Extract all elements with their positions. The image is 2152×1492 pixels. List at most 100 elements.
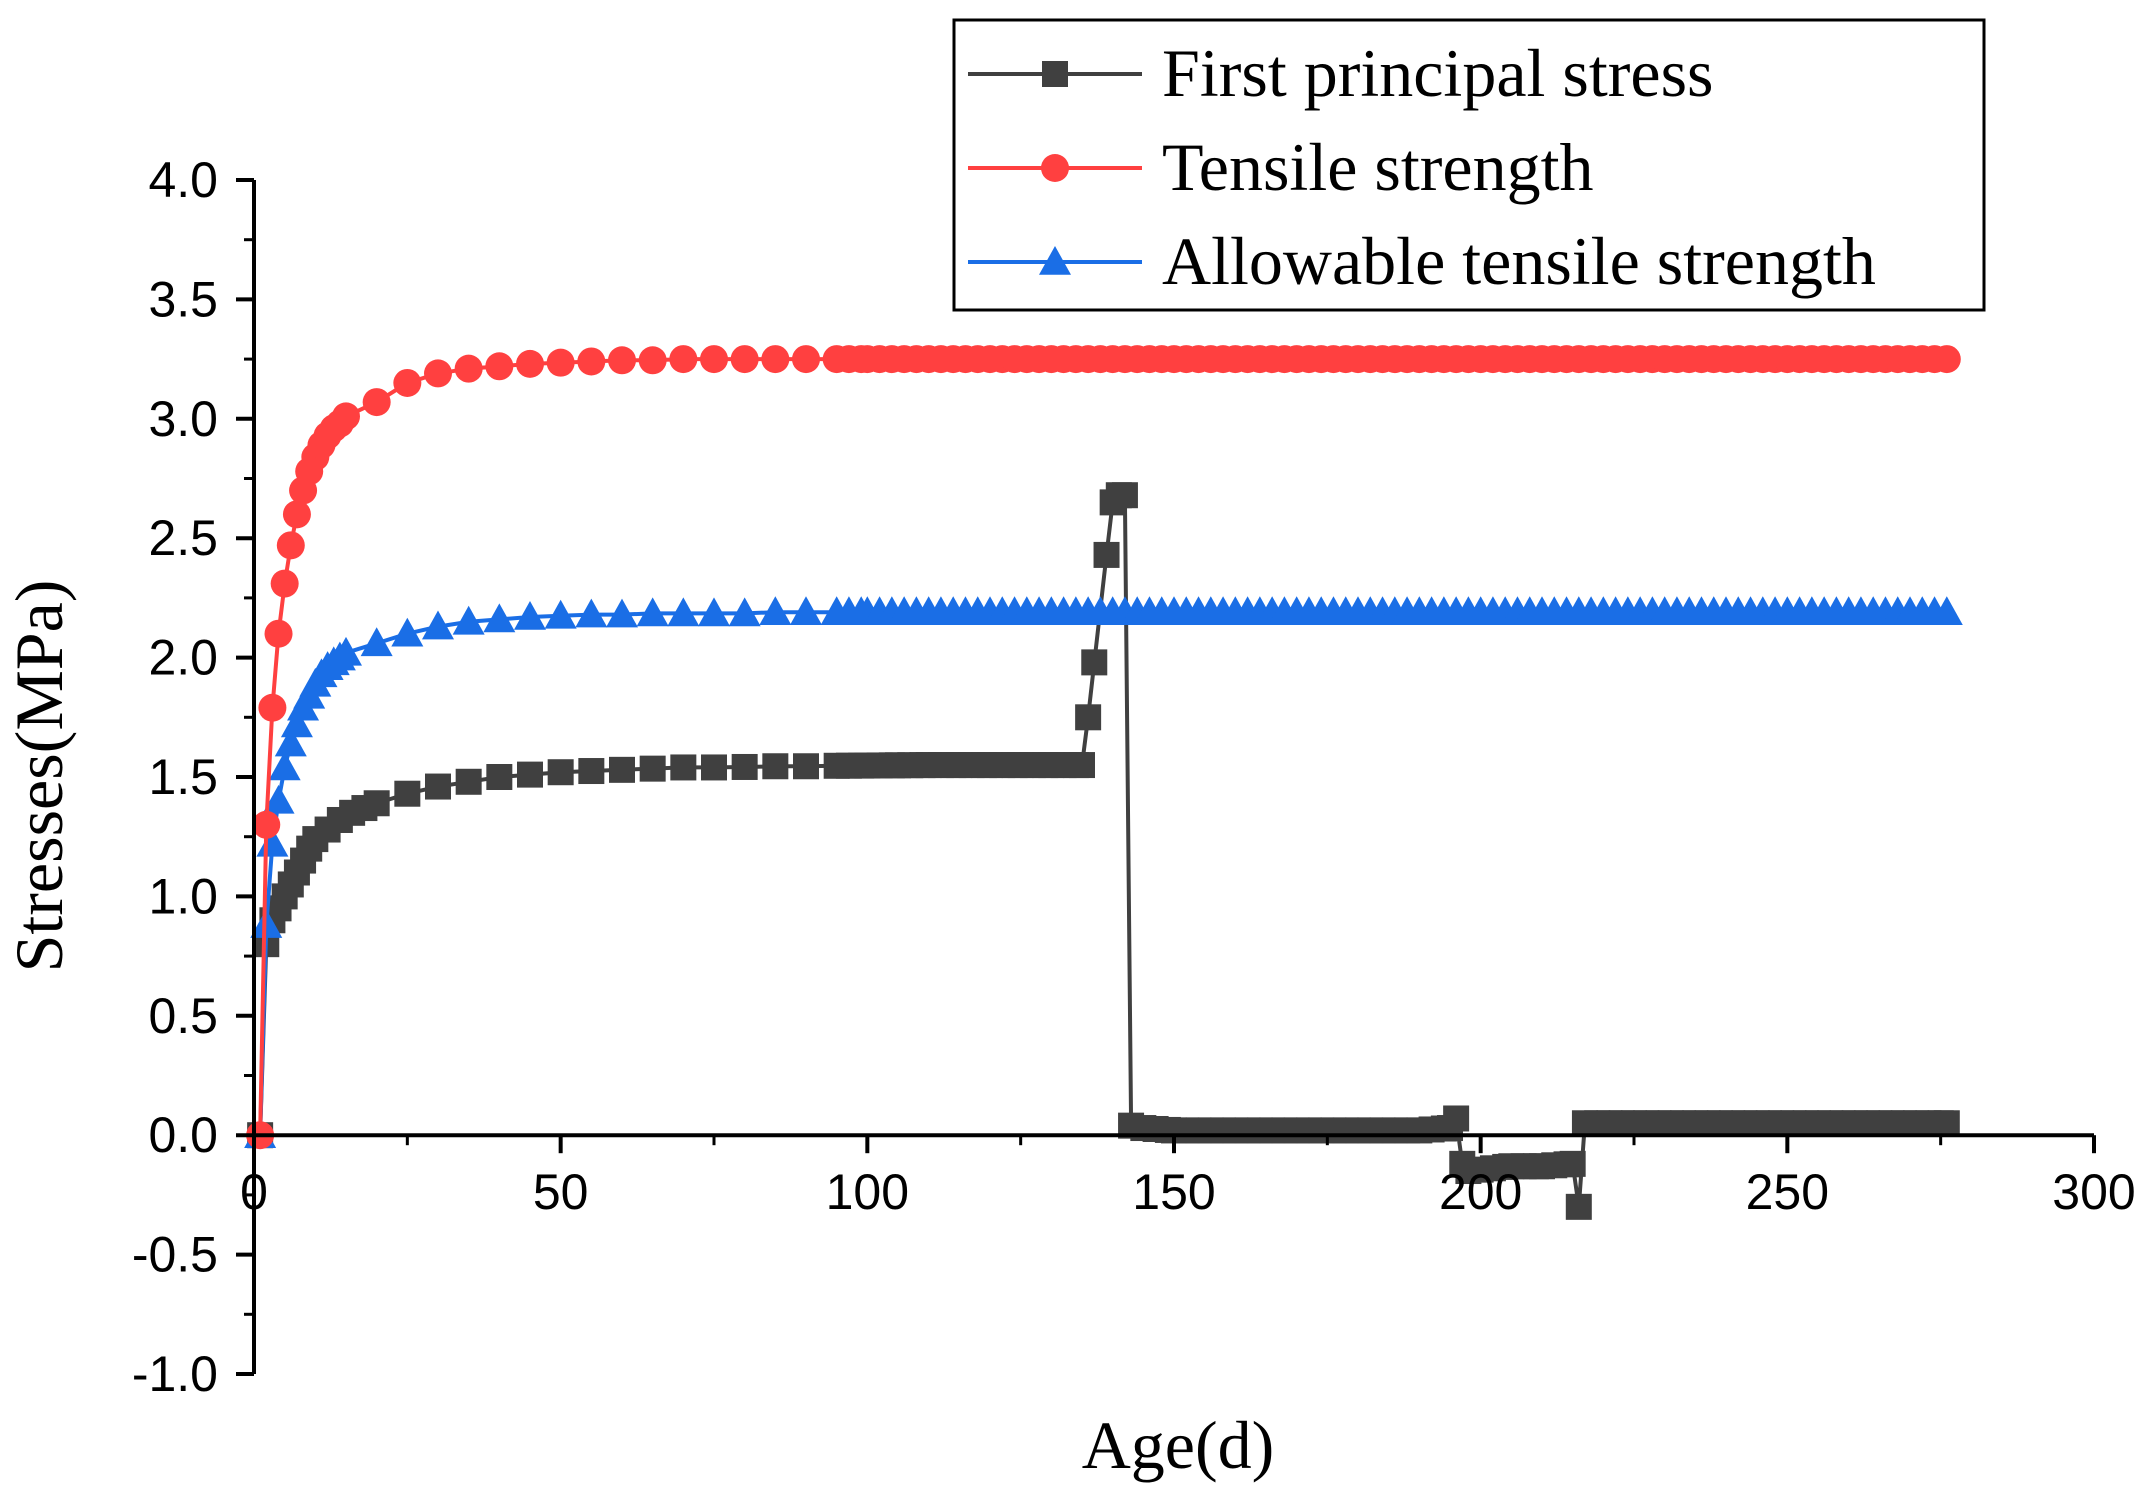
data-point [262,784,295,814]
data-point [1210,1117,1237,1144]
data-point [282,500,311,529]
x-tick-label: 50 [533,1164,589,1220]
data-point [425,773,451,800]
data-point [514,601,546,630]
data-point [362,388,391,417]
series-square [247,482,1960,1220]
data-point [759,596,792,626]
y-tick-label: 3.5 [148,271,218,327]
data-point [1062,752,1089,779]
data-point [1854,1110,1881,1137]
data-point [1731,1110,1758,1137]
data-point [264,619,293,648]
x-tick-label: 100 [826,1164,909,1220]
data-point [730,345,759,374]
data-point [1792,1110,1819,1137]
x-tick-label: 300 [2052,1164,2135,1220]
x-tick-label: 250 [1746,1164,1829,1220]
data-point [276,531,305,560]
legend-label: Tensile strength [1162,129,1593,205]
data-point [762,753,789,780]
data-point [424,359,452,388]
data-point [486,764,513,790]
series-circle [246,345,1961,1150]
legend-label: First principal stress [1162,35,1714,111]
data-point [252,810,281,839]
y-tick-label: 1.0 [148,868,218,924]
data-point [391,617,424,647]
y-tick-label: 0.5 [148,988,218,1044]
data-point [669,345,698,374]
data-point [516,349,544,378]
data-point [452,605,485,635]
series-triangle [244,596,1963,1148]
data-point [517,761,543,788]
data-point [422,610,454,640]
x-tick-label: 200 [1439,1164,1522,1220]
data-point [270,569,299,598]
data-point [698,597,730,627]
data-point [544,599,577,629]
y-tick-label: 2.5 [148,510,218,566]
data-point [485,352,514,381]
data-point [1553,1151,1580,1178]
series-line [258,610,1947,1136]
data-point [330,636,362,666]
data-point [546,348,575,377]
legend: First principal stress Tensile strength Al… [952,18,1986,312]
legend-marker [1041,154,1069,182]
data-point [608,346,636,375]
legend-marker [1042,61,1068,87]
x-tick-label: 150 [1132,1164,1215,1220]
data-point [1093,541,1120,568]
data-point [1565,1193,1592,1220]
data-point [1394,1117,1421,1144]
data-point [667,597,700,627]
data-point [636,597,669,627]
data-point [1608,1110,1635,1137]
data-point [258,693,287,722]
data-point [577,347,606,376]
y-tick-label: 2.0 [148,630,218,686]
data-point [1271,1117,1298,1144]
data-point [454,354,483,383]
data-point [790,596,822,626]
data-point [700,345,728,374]
y-tick-label: -0.5 [132,1227,218,1283]
data-point [483,603,516,633]
data-point [1075,704,1102,731]
data-point [1430,1115,1457,1142]
data-point [670,754,697,781]
y-tick-label: 0.0 [148,1107,218,1163]
y-tick-label: -1.0 [132,1346,218,1402]
data-point [578,758,605,785]
y-tick-label: 3.0 [148,391,218,447]
data-point [792,345,820,374]
data-point [1081,649,1108,676]
data-point [393,368,422,397]
data-point [455,768,482,795]
data-point [332,402,360,431]
legend-label: Allowable tensile strength [1162,223,1876,299]
data-point [360,627,393,657]
y-ticks: -1.0 -0.5 0.0 0.5 1.0 1.5 2.0 2.5 3.0 3.5 4.0 [132,152,254,1402]
series-layer [244,345,1963,1220]
data-point [1927,1110,1954,1137]
data-point [575,598,608,628]
data-point [761,345,790,374]
data-point [1111,482,1138,509]
data-point [731,753,758,780]
x-ticks: 0 50 100 150 200 250 300 [240,1135,2136,1220]
data-point [701,754,727,781]
data-point [547,759,574,786]
legend-marker [1039,246,1071,275]
data-point [280,708,313,738]
data-point [609,756,635,783]
x-tick-label: 0 [240,1164,268,1220]
data-point [728,597,761,627]
x-axis-title: Age(d) [1082,1407,1275,1483]
data-point [1932,345,1961,374]
data-point [639,755,666,782]
y-axis-title: Stresses(MPa) [1,580,77,973]
